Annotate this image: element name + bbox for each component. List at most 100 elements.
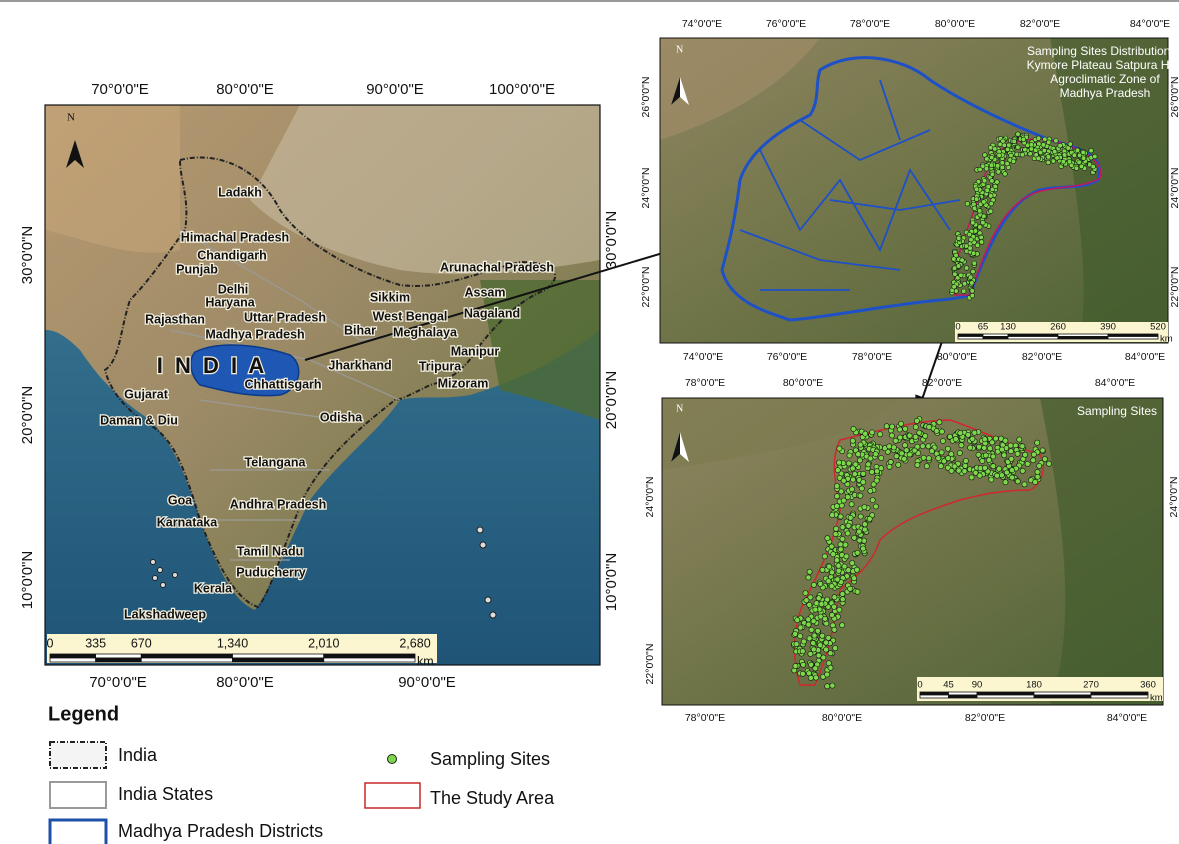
sampling-site <box>806 622 811 627</box>
scale-unit: km <box>1160 334 1173 345</box>
sampling-site <box>1011 159 1016 164</box>
lon-label: 82°0'0"E <box>1020 18 1060 30</box>
sampling-site <box>834 558 839 563</box>
sampling-site <box>970 436 975 441</box>
sampling-site <box>990 179 995 184</box>
lon-label: 78°0'0"E <box>850 18 890 30</box>
sampling-site <box>840 597 845 602</box>
sampling-site <box>1040 448 1045 453</box>
sampling-site <box>896 462 901 467</box>
sampling-site <box>1042 148 1047 153</box>
state-label: Kerala <box>194 581 233 595</box>
sampling-site <box>996 170 1001 175</box>
sampling-site <box>982 200 987 205</box>
sampling-site <box>837 460 842 465</box>
sampling-site <box>808 662 813 667</box>
sampling-site <box>988 209 993 214</box>
legend-label: Madhya Pradesh Districts <box>118 821 323 841</box>
sampling-site <box>997 466 1002 471</box>
sampling-site <box>846 523 851 528</box>
state-label: Chandigarh <box>197 248 266 262</box>
sampling-site <box>806 617 811 622</box>
sampling-site <box>835 468 840 473</box>
state-label: Telangana <box>245 455 307 469</box>
sampling-site <box>1010 475 1015 480</box>
sampling-site <box>867 516 872 521</box>
lon-label: 82°0'0"E <box>1022 351 1062 363</box>
lon-label: 78°0'0"E <box>852 351 892 363</box>
scale-segment <box>50 658 96 662</box>
sampling-site <box>824 640 829 645</box>
sampling-site <box>920 444 925 449</box>
lat-label: 10°0'0"N <box>19 551 36 609</box>
sampling-site <box>829 584 834 589</box>
lat-label: 26°0'0"N <box>640 77 652 118</box>
lon-label: 80°0'0"E <box>935 18 975 30</box>
sampling-site <box>998 142 1003 147</box>
sampling-site <box>939 450 944 455</box>
sampling-site <box>837 446 842 451</box>
sampling-site <box>960 258 965 263</box>
lon-label: 70°0'0"E <box>89 674 147 691</box>
lat-label: 22°0'0"N <box>644 644 656 685</box>
sampling-site <box>1062 153 1067 158</box>
sampling-site <box>830 683 835 688</box>
sampling-site <box>907 452 912 457</box>
sampling-site <box>857 529 862 534</box>
sampling-site <box>972 261 977 266</box>
lat-label: 24°0'0"N <box>640 168 652 209</box>
state-label: Karnataka <box>157 515 218 529</box>
state-label: Assam <box>465 285 506 299</box>
lon-label: 84°0'0"E <box>1125 351 1165 363</box>
sampling-site <box>852 535 857 540</box>
sampling-site <box>974 187 979 192</box>
sampling-site <box>977 473 982 478</box>
state-label: Arunachal Pradesh <box>440 260 554 274</box>
sampling-site <box>1020 444 1025 449</box>
lon-label: 80°0'0"E <box>783 377 823 389</box>
sampling-site <box>907 433 912 438</box>
sampling-site <box>962 469 967 474</box>
sampling-site <box>1025 461 1030 466</box>
sampling-site <box>1029 142 1034 147</box>
sampling-site <box>997 153 1002 158</box>
sampling-site <box>863 431 868 436</box>
sampling-site <box>798 625 803 630</box>
sampling-site <box>958 430 963 435</box>
sampling-site <box>899 421 904 426</box>
sampling-site <box>878 432 883 437</box>
scale-segment <box>977 692 1034 695</box>
sampling-site <box>808 675 813 680</box>
scale-segment <box>1108 337 1158 340</box>
lon-label: 90°0'0"E <box>398 674 456 691</box>
sampling-site <box>967 232 972 237</box>
sampling-site <box>926 456 931 461</box>
lon-label: 84°0'0"E <box>1107 712 1147 724</box>
sampling-site <box>828 665 833 670</box>
scale-segment <box>1091 692 1148 695</box>
sampling-site <box>1068 142 1073 147</box>
sampling-site <box>1041 143 1046 148</box>
sampling-site <box>995 164 1000 169</box>
legend-swatch <box>365 783 420 808</box>
sampling-site <box>924 464 929 469</box>
sampling-site <box>962 281 967 286</box>
sampling-site <box>927 424 932 429</box>
sampling-site <box>956 264 961 269</box>
sampling-site <box>939 429 944 434</box>
sampling-site <box>1042 457 1047 462</box>
sampling-site <box>806 575 811 580</box>
sampling-site <box>965 201 970 206</box>
sampling-site <box>803 591 808 596</box>
sampling-site <box>832 604 837 609</box>
country-label: I N D I A <box>157 353 268 378</box>
sampling-site <box>887 444 892 449</box>
sampling-site <box>1036 136 1041 141</box>
sampling-site <box>983 453 988 458</box>
sampling-site <box>1046 155 1051 160</box>
lon-label: 100°0'0"E <box>489 81 555 98</box>
sampling-site <box>1033 480 1038 485</box>
sampling-site <box>971 251 976 256</box>
sampling-site <box>963 463 968 468</box>
sampling-site <box>833 532 838 537</box>
